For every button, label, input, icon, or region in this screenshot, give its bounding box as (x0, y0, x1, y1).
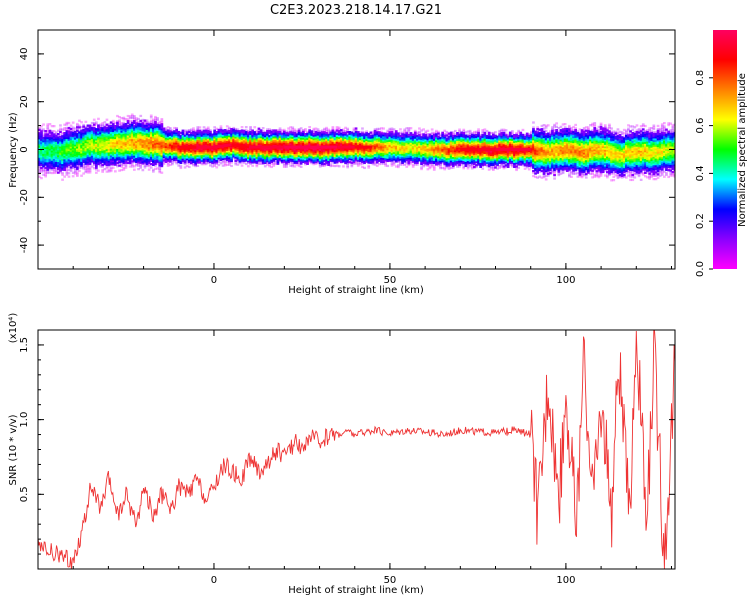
spectrogram-cell (70, 125, 73, 127)
spectrogram-cell (133, 169, 136, 171)
spectrogram-cell (59, 124, 62, 126)
spectrogram-cell (253, 126, 256, 128)
spectrogram-cell (304, 128, 307, 130)
spectrogram-cell (300, 166, 303, 168)
spectrogram-cell (207, 127, 210, 129)
spectrogram-cell (399, 128, 402, 130)
spectrogram-cell (346, 128, 349, 130)
spectrogram-cell (78, 170, 81, 172)
spectrogram-cell (104, 121, 107, 123)
spectrogram-cell (220, 125, 223, 127)
spectrogram-cell (361, 127, 364, 129)
spectrogram-cell (431, 128, 434, 130)
spectrogram-cell (355, 127, 358, 129)
spectrogram-cell (42, 123, 45, 125)
spectrogram-cell (199, 126, 202, 128)
spectrogram-cell (161, 172, 164, 174)
spectrogram-cell (209, 129, 212, 131)
spectrogram-cell (106, 119, 109, 121)
spectrogram-cell (133, 115, 136, 117)
spectrogram-cell (291, 127, 294, 129)
spectrogram-cell (477, 128, 480, 130)
spectrogram-cell (85, 121, 88, 123)
spectrogram-cell (114, 170, 117, 172)
spectrogram-cell (481, 168, 484, 170)
spectrogram-cell (469, 130, 472, 132)
spectrogram-cell (433, 165, 436, 167)
spectrogram-cell (61, 172, 64, 174)
spectrogram-cell (196, 165, 199, 167)
spectrogram-cell (150, 166, 153, 168)
spectrogram-cell (338, 165, 341, 167)
spectrogram-cell (150, 115, 153, 117)
spectrogram-cell (367, 165, 370, 167)
spectrogram-cell (175, 127, 178, 129)
spectrogram-cell (97, 118, 100, 120)
spectrogram-cell (241, 165, 244, 167)
chart-title: C2E3.2023.218.14.17.G21 (270, 3, 442, 18)
spectrogram-cell (247, 165, 250, 167)
spectrogram-cell (454, 130, 457, 132)
spectrogram-cell (308, 126, 311, 128)
spectrogram-cell (462, 129, 465, 131)
spectrogram-cell (139, 115, 142, 117)
spectrogram-cell (422, 128, 425, 130)
spectrogram-cell (61, 179, 64, 181)
spectrogram-cell (40, 177, 43, 179)
spectrogram-cell (241, 126, 244, 128)
spectrogram-cell (251, 165, 254, 167)
spectrogram-cell (49, 123, 52, 125)
spectrogram-cell (68, 122, 71, 124)
spectrogram-cell (137, 118, 140, 120)
spectrogram-cell (249, 126, 252, 128)
spectrogram-cell (245, 126, 248, 128)
spectrogram-cell (427, 130, 430, 132)
spectrogram-cell (386, 165, 389, 167)
spectrogram-cell (80, 121, 83, 123)
spectrogram-cell (192, 127, 195, 129)
spectrogram-cell (95, 172, 98, 174)
spectrogram-cell (382, 127, 385, 129)
spectrogram-cell (332, 126, 335, 128)
spectrogram-cell (410, 127, 413, 129)
spectrogram-cell (161, 118, 164, 120)
spectrogram-cell (395, 130, 398, 132)
spectrogram-cell (53, 125, 56, 127)
spectrogram-cell (437, 131, 440, 133)
spectrogram-cell (118, 119, 121, 121)
spectrogram-cell (72, 122, 75, 124)
spectrogram-cell (68, 172, 71, 174)
spectrogram-cell (342, 165, 345, 167)
spectrogram-cell (95, 121, 98, 123)
spectrogram-cell (93, 119, 96, 121)
spectrogram-cell (68, 176, 71, 178)
spectrogram-cell (72, 175, 75, 177)
spectrogram-cell (363, 167, 366, 169)
spectrogram-cell (80, 175, 83, 177)
spectrogram-cell (458, 129, 461, 131)
spectrogram-cell (97, 170, 100, 172)
spectrogram-cell (112, 167, 115, 169)
spectrogram-cell (365, 130, 368, 132)
spectrogram-cell (156, 117, 159, 119)
spectrogram-cell (188, 166, 191, 168)
spectrogram-cell (180, 165, 183, 167)
spectrogram-cell (215, 166, 218, 168)
spectrogram-cell (169, 127, 172, 129)
spectrogram-cell (146, 119, 149, 121)
spectrogram-cell (230, 165, 233, 167)
spectrogram-cell (148, 169, 151, 171)
spectrogram-cell (142, 169, 145, 171)
spectrogram-cell (418, 127, 421, 129)
spectrogram-cell (338, 127, 341, 129)
spectrogram-cell (262, 127, 265, 129)
